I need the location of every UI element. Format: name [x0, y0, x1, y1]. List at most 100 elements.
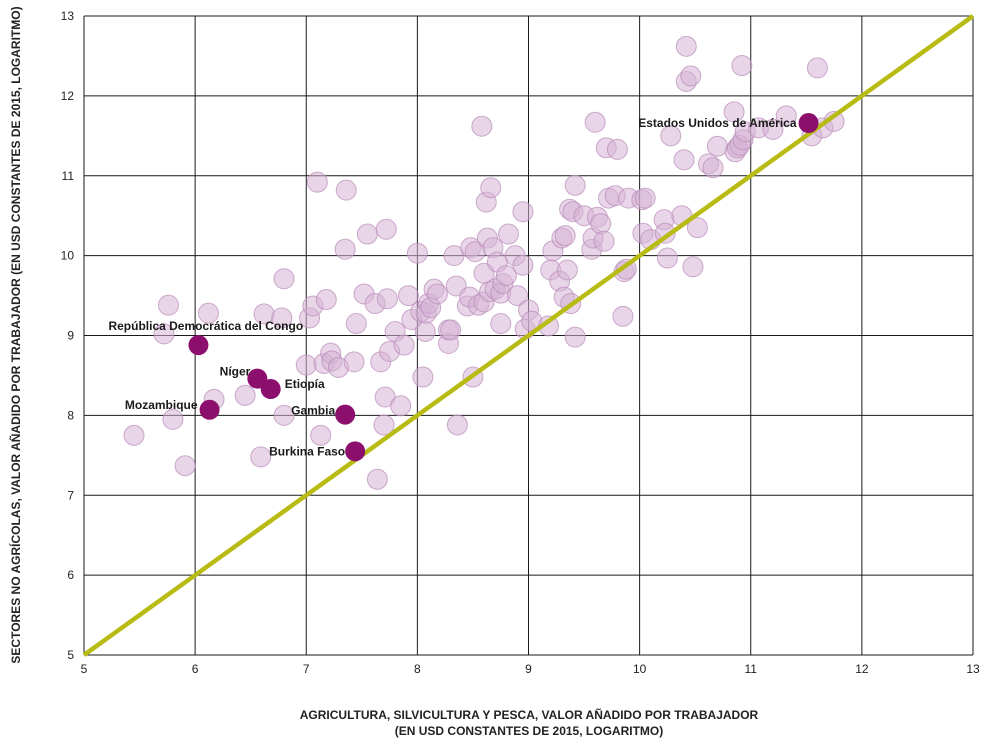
data-point — [197, 302, 219, 324]
y-tick-label: 13 — [61, 9, 75, 23]
point-label: Estados Unidos de América — [638, 116, 797, 130]
x-tick-label: 11 — [745, 662, 758, 676]
data-point — [723, 101, 745, 123]
y-tick-label: 10 — [61, 249, 75, 263]
data-point — [612, 305, 634, 327]
data-point — [680, 65, 702, 87]
data-point — [273, 268, 295, 290]
data-point — [345, 313, 367, 335]
data-point — [593, 230, 615, 252]
data-point — [512, 254, 534, 276]
highlighted-point — [188, 335, 209, 356]
data-point — [250, 446, 272, 468]
data-point — [556, 259, 578, 281]
point-label: Etiopía — [285, 377, 325, 391]
y-tick-label: 6 — [67, 568, 74, 582]
background-points — [123, 35, 845, 490]
highlighted-point — [260, 379, 281, 400]
data-point — [440, 319, 462, 341]
x-tick-label: 10 — [633, 662, 647, 676]
data-point — [273, 404, 295, 426]
data-point — [315, 289, 337, 311]
data-point — [393, 334, 415, 356]
highlighted-point — [199, 399, 220, 420]
data-point — [702, 157, 724, 179]
data-point — [762, 118, 784, 140]
parity-line — [82, 14, 975, 657]
x-axis-title-line-1: AGRICULTURA, SILVICULTURA Y PESCA, VALOR… — [300, 707, 759, 722]
data-point — [162, 408, 184, 430]
data-point — [157, 294, 179, 316]
point-label: Burkina Faso — [269, 444, 345, 458]
y-tick-label: 12 — [61, 89, 75, 103]
x-tick-label: 12 — [855, 662, 869, 676]
x-tick-label: 6 — [192, 662, 199, 676]
data-point — [446, 414, 468, 436]
x-tick-label: 9 — [525, 662, 532, 676]
y-tick-label: 5 — [67, 648, 74, 662]
data-point — [682, 256, 704, 278]
highlighted-point — [335, 404, 356, 425]
data-point — [584, 111, 606, 133]
data-point — [373, 414, 395, 436]
point-label: Gambia — [291, 404, 335, 418]
x-axis-title-line-2: (EN USD CONSTANTES DE 2015, LOGARITMO) — [395, 724, 663, 738]
x-tick-label: 13 — [966, 662, 980, 676]
data-point — [606, 138, 628, 160]
data-point — [775, 105, 797, 127]
data-point — [310, 424, 332, 446]
data-point — [295, 354, 317, 376]
data-point — [414, 321, 436, 343]
data-point — [490, 313, 512, 335]
data-point — [306, 171, 328, 193]
highlighted-point — [798, 113, 819, 134]
x-tick-label: 7 — [303, 662, 310, 676]
data-point — [706, 135, 728, 157]
data-point — [660, 125, 682, 147]
data-point — [686, 217, 708, 239]
point-label: República Democrática del Congo — [108, 319, 303, 333]
point-label: Mozambique — [125, 398, 198, 412]
data-point — [366, 468, 388, 490]
data-point — [397, 285, 419, 307]
data-point — [426, 283, 448, 305]
data-point — [123, 424, 145, 446]
data-point — [731, 55, 753, 77]
data-point — [406, 242, 428, 264]
parity-line-layer — [82, 14, 975, 657]
data-point — [471, 115, 493, 137]
x-tick-label: 8 — [414, 662, 421, 676]
data-point — [506, 285, 528, 307]
data-point — [234, 384, 256, 406]
data-point — [564, 174, 586, 196]
data-point — [375, 218, 397, 240]
tick-labels: 5 6 7 8 9 10 11 12 13 5 6 7 8 9 10 11 12 13 — [61, 9, 980, 676]
data-point — [343, 351, 365, 373]
data-point — [495, 265, 517, 287]
data-point — [806, 57, 828, 79]
data-point — [174, 455, 196, 477]
point-label: Níger — [220, 365, 251, 379]
highlighted-point — [345, 441, 366, 462]
highlighted-points: República Democrática del Congo Níger Etio… — [108, 113, 819, 462]
data-point — [497, 223, 519, 245]
data-point — [335, 179, 357, 201]
data-point — [153, 323, 175, 345]
y-tick-label: 8 — [67, 408, 74, 422]
data-point — [634, 187, 656, 209]
data-point — [356, 223, 378, 245]
data-point — [554, 225, 576, 247]
data-point — [673, 149, 695, 171]
y-tick-label: 7 — [67, 488, 74, 502]
data-point — [480, 177, 502, 199]
y-axis-title: SECTORES NO AGRÍCOLAS, VALOR AÑADIDO POR… — [8, 6, 23, 663]
data-point — [656, 247, 678, 269]
data-point — [675, 35, 697, 57]
data-point — [590, 213, 612, 235]
data-point — [390, 395, 412, 417]
y-tick-label: 9 — [67, 329, 74, 343]
data-point — [512, 201, 534, 223]
data-point — [334, 238, 356, 260]
